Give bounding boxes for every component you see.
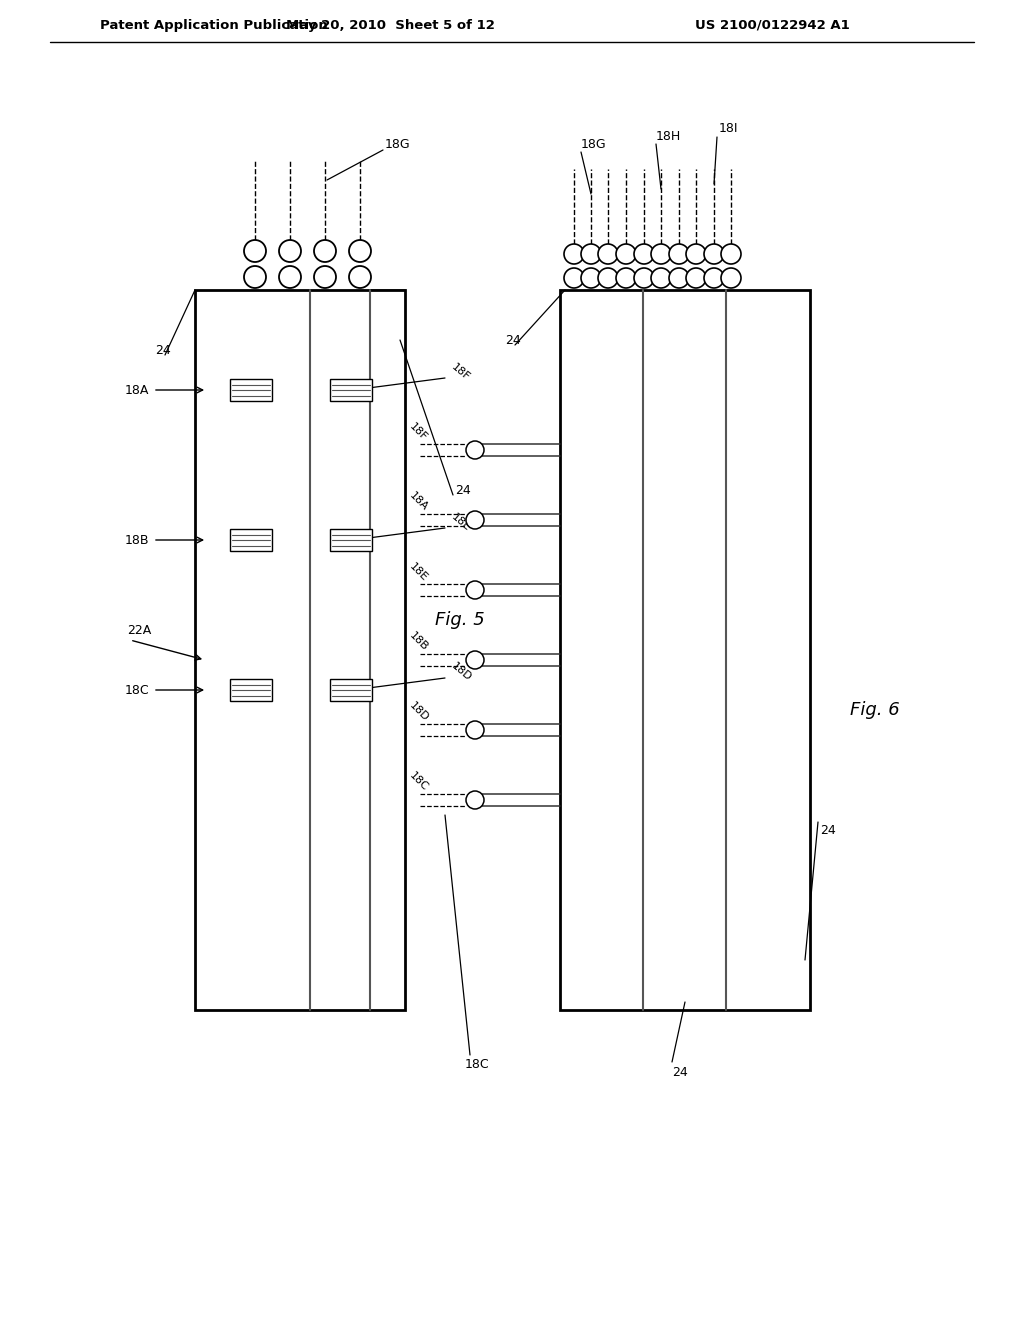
Bar [726,290,810,1010]
Circle shape [721,244,741,264]
Bar [330,529,372,550]
Circle shape [581,268,601,288]
Circle shape [651,244,671,264]
Text: 18H: 18H [656,129,681,143]
Text: 18C: 18C [407,771,429,793]
Circle shape [616,244,636,264]
Circle shape [244,240,266,261]
Circle shape [244,267,266,288]
Circle shape [651,268,671,288]
Text: 18B: 18B [125,533,150,546]
Circle shape [634,244,654,264]
Bar [643,290,726,1010]
Text: 18G: 18G [581,137,606,150]
Text: 18D: 18D [407,701,430,723]
Circle shape [686,244,706,264]
Bar [230,379,272,401]
Text: 24: 24 [505,334,521,346]
Circle shape [466,721,484,739]
Bar [230,678,272,701]
Circle shape [349,267,371,288]
Circle shape [314,240,336,261]
Bar [310,290,370,1010]
Circle shape [598,244,618,264]
Text: Fig. 5: Fig. 5 [435,611,484,630]
Text: 24: 24 [672,1065,688,1078]
Bar [195,290,406,1010]
Text: 18E: 18E [450,511,473,532]
Text: 18E: 18E [407,561,429,583]
Circle shape [669,268,689,288]
Circle shape [314,267,336,288]
Circle shape [564,244,584,264]
Circle shape [279,240,301,261]
Circle shape [705,268,724,288]
Text: 18C: 18C [125,684,150,697]
Bar [370,290,406,1010]
Text: 18D: 18D [450,661,474,684]
Text: 18B: 18B [407,631,429,653]
Bar [330,678,372,701]
Circle shape [349,240,371,261]
Text: 18I: 18I [719,123,738,136]
Circle shape [616,268,636,288]
Circle shape [581,244,601,264]
Text: 18C: 18C [465,1059,489,1072]
Text: 24: 24 [155,343,171,356]
Circle shape [466,511,484,529]
Circle shape [279,267,301,288]
Circle shape [466,651,484,669]
Text: Fig. 6: Fig. 6 [850,701,900,719]
Circle shape [721,268,741,288]
Text: Patent Application Publication: Patent Application Publication [100,18,328,32]
Bar [230,529,272,550]
Circle shape [669,244,689,264]
Circle shape [634,268,654,288]
Circle shape [564,268,584,288]
Text: 18A: 18A [125,384,150,396]
Circle shape [466,441,484,459]
Bar [560,290,810,1010]
Text: 24: 24 [820,824,836,837]
Circle shape [466,581,484,599]
Text: 18F: 18F [450,362,472,383]
Circle shape [686,268,706,288]
Text: 22A: 22A [127,623,152,636]
Text: 24: 24 [455,483,471,496]
Bar [330,379,372,401]
Circle shape [705,244,724,264]
Text: May 20, 2010  Sheet 5 of 12: May 20, 2010 Sheet 5 of 12 [286,18,495,32]
Text: 18F: 18F [407,421,429,442]
Text: 18G: 18G [385,139,411,152]
Circle shape [598,268,618,288]
Circle shape [466,791,484,809]
Text: 18A: 18A [407,491,429,513]
Text: US 2100/0122942 A1: US 2100/0122942 A1 [695,18,850,32]
